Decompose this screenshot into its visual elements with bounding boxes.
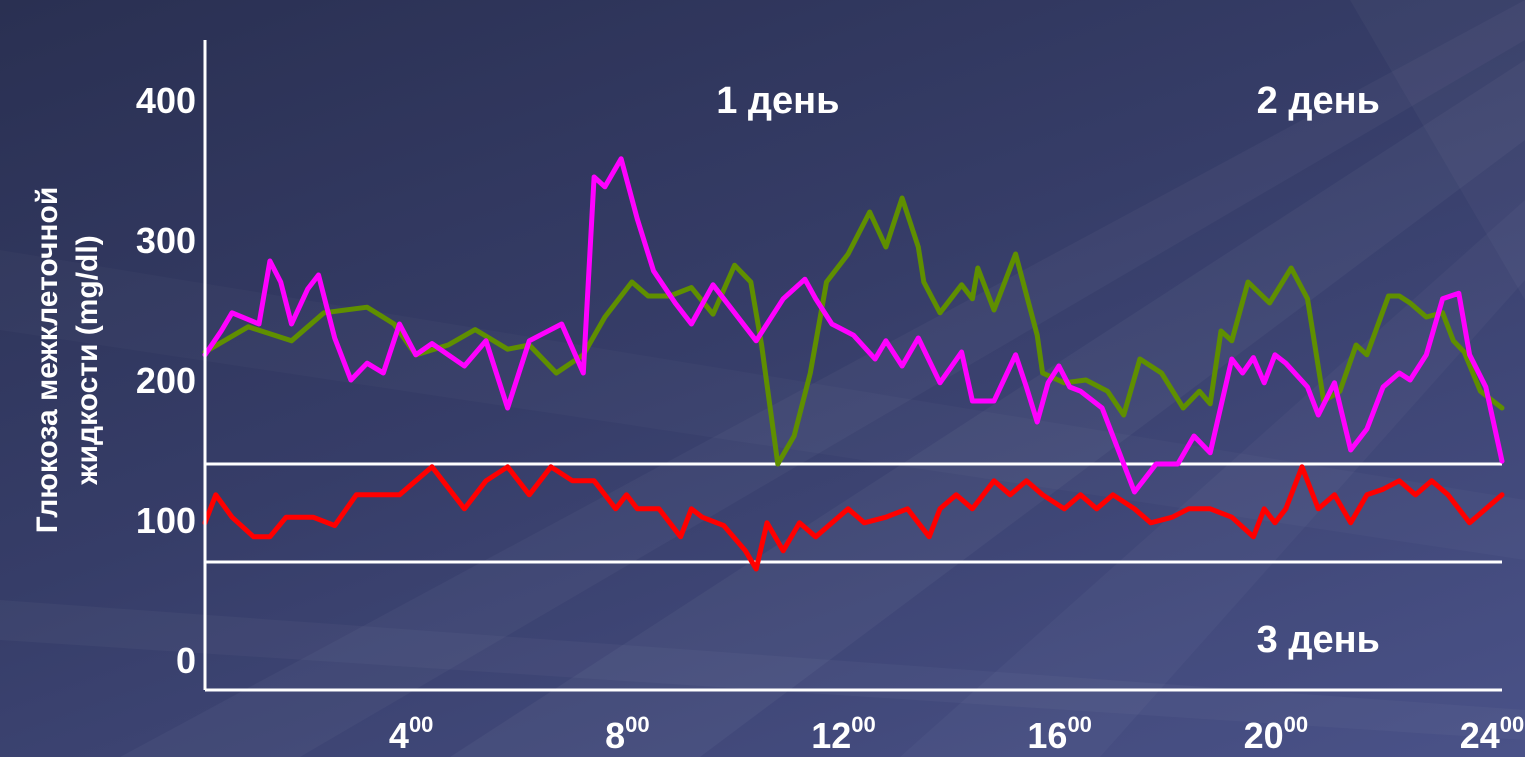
x-tick-label: 2000: [1244, 712, 1309, 756]
y-tick-label: 0: [176, 640, 196, 681]
x-tick-label: 400: [389, 712, 434, 756]
series-layer: [202, 156, 1505, 572]
annotations: 1 день 2 день 3 день: [716, 80, 1380, 661]
y-tick-labels: 0 100 200 300 400: [136, 80, 196, 681]
x-tick-label: 1200: [811, 712, 876, 756]
chart-annotation: 1 день: [716, 80, 839, 122]
y-tick-label: 200: [136, 360, 196, 401]
y-axis-label: Глюкоза межклеточной жидкости (mg/dl): [28, 187, 108, 534]
series-line-3: [202, 464, 1505, 572]
x-tick-label: 2400: [1460, 712, 1525, 756]
chart-annotation: 2 день: [1257, 80, 1380, 122]
y-tick-label: 400: [136, 80, 196, 121]
chart-annotation: 3 день: [1257, 619, 1380, 661]
target-range: [205, 462, 1502, 564]
x-tick-labels: 400 800 1200 1600 2000 2400: [389, 712, 1524, 756]
y-tick-label: 300: [136, 220, 196, 261]
y-axis-label-line-1: Глюкоза межклеточной: [31, 186, 64, 534]
y-axis-label-line-2: жидкости (mg/dl): [71, 235, 104, 485]
series-line-2: [202, 156, 1505, 495]
x-tick-label: 1600: [1027, 712, 1092, 756]
y-tick-label: 100: [136, 500, 196, 541]
axes: [203, 40, 1502, 692]
y-axis-label-wrap: Глюкоза межклеточной жидкости (mg/dl): [8, 0, 128, 757]
x-tick-label: 800: [605, 712, 650, 756]
